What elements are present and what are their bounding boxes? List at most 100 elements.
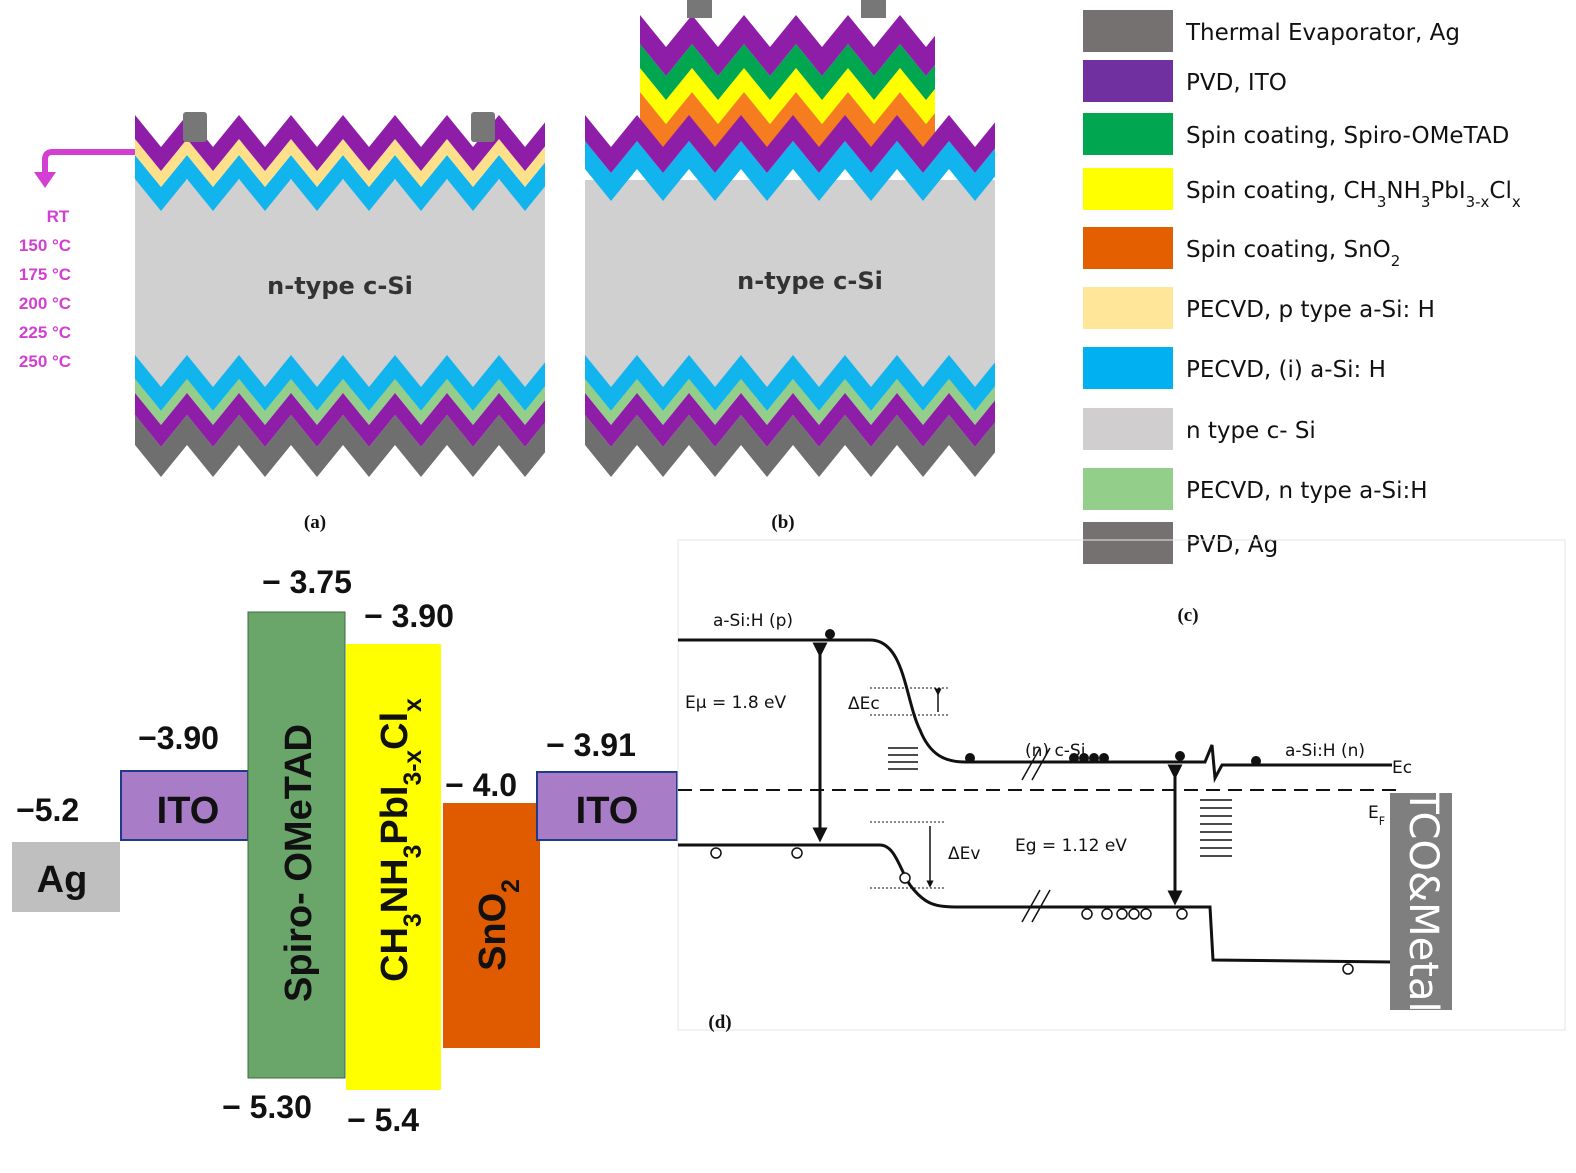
text-part: 3 xyxy=(400,913,427,927)
temperature: 250 °C xyxy=(19,352,71,371)
text-part: PECVD, (i) a-Si: H xyxy=(1186,357,1386,383)
block-label: CH3NH3PbI3-xClx xyxy=(374,698,427,982)
band-label: Ec xyxy=(1392,758,1412,778)
energy-label: − 3.75 xyxy=(262,564,352,600)
text-part: PVD, ITO xyxy=(1186,70,1287,96)
layer xyxy=(585,415,995,477)
text-part: 3-x xyxy=(400,750,427,786)
legend-label: PECVD, n type a-Si:H xyxy=(1186,478,1428,504)
text-part: Cl xyxy=(1489,178,1511,204)
legend-swatch xyxy=(1083,10,1173,52)
layer xyxy=(585,379,995,425)
conduction-band xyxy=(678,638,1392,784)
sno2-block xyxy=(443,803,540,1048)
text-part: SnO xyxy=(472,893,514,971)
energy-label: −5.2 xyxy=(16,792,79,828)
temperature: 225 °C xyxy=(19,323,71,342)
legend-label: Spin coating, Spiro-OMeTAD xyxy=(1186,123,1509,149)
text-part: x xyxy=(400,698,427,712)
axis-break xyxy=(1021,747,1051,923)
text-part: PVD, Ag xyxy=(1186,532,1278,558)
contact xyxy=(183,112,207,142)
legend-label: PECVD, p type a-Si: H xyxy=(1186,297,1435,323)
band-label: a-Si:H (n) xyxy=(1285,741,1365,761)
offset-guides xyxy=(870,687,950,889)
valence-band xyxy=(678,843,1393,964)
text-part: NH xyxy=(374,858,416,913)
temperature: RT xyxy=(47,207,70,226)
legend: Thermal Evaporator, Ag PVD, ITO Spin coati… xyxy=(1083,10,1521,564)
text-part: 3 xyxy=(1421,193,1431,211)
legend-label: PECVD, (i) a-Si: H xyxy=(1186,357,1386,383)
text-part: x xyxy=(1512,193,1521,211)
layer xyxy=(585,393,995,447)
temperature: 200 °C xyxy=(19,294,71,313)
text-part: CH xyxy=(374,927,416,982)
text-part: 3 xyxy=(400,845,427,859)
band-label: a-Si:H (p) xyxy=(713,611,793,631)
contact xyxy=(471,112,495,142)
text-part: Thermal Evaporator, Ag xyxy=(1185,20,1460,46)
energy-label: − 4.0 xyxy=(445,767,517,803)
legend-swatch xyxy=(1083,227,1173,269)
layer xyxy=(640,15,935,76)
trap-states xyxy=(888,747,1232,857)
energy-label: − 5.4 xyxy=(347,1102,419,1138)
text-part: F xyxy=(1379,815,1385,828)
ito-block xyxy=(120,770,249,841)
electrons xyxy=(825,629,1261,766)
legend-swatch xyxy=(1083,113,1173,155)
arrow xyxy=(42,149,135,175)
ito-block xyxy=(536,771,678,841)
text-part: ITO xyxy=(157,790,220,832)
text-part: Spin coating, CH xyxy=(1186,178,1377,204)
legend-swatch xyxy=(1083,168,1173,210)
legend-swatch xyxy=(1083,287,1173,329)
layer xyxy=(585,355,995,411)
legend-label: PVD, ITO xyxy=(1186,70,1287,96)
text-part: Cl xyxy=(374,712,416,750)
panel-label: (a) xyxy=(304,512,326,533)
panel-label: (d) xyxy=(708,1012,731,1033)
text-part: NH xyxy=(1386,178,1421,204)
band-label: ΔEc xyxy=(848,694,880,714)
text-part: ITO xyxy=(576,790,639,832)
layer xyxy=(585,141,995,201)
arrow-head xyxy=(34,172,56,188)
legend-swatch xyxy=(1083,468,1173,510)
text-part: Spin coating, SnO xyxy=(1186,237,1391,263)
layer xyxy=(135,415,545,477)
block-label: ITO xyxy=(157,790,220,832)
band-label: Eg = 1.12 eV xyxy=(1015,836,1127,856)
block-label: Spiro- OMeTAD xyxy=(278,724,320,1002)
legend-label: PVD, Ag xyxy=(1186,532,1278,558)
text-part: 3 xyxy=(1377,193,1387,211)
temperature: 175 °C xyxy=(19,265,71,284)
block-label: Ag xyxy=(37,859,88,901)
energy-label: −3.90 xyxy=(138,720,219,756)
block-label: ITO xyxy=(576,790,639,832)
contact-block xyxy=(1390,793,1452,1010)
panel-label: (c) xyxy=(1177,605,1198,626)
contact xyxy=(687,0,712,18)
band-label: (n) c-Si xyxy=(1025,741,1085,761)
text-part: PbI xyxy=(374,786,416,845)
text-part: 2 xyxy=(498,879,525,893)
offset-arrow xyxy=(930,692,938,884)
legend-swatch xyxy=(1083,408,1173,450)
ag-block xyxy=(12,842,120,912)
layer xyxy=(640,44,935,100)
contact-label: TCO&Metal xyxy=(1400,788,1446,1012)
legend-label: Spin coating, CH3NH3PbI3-xClx xyxy=(1186,178,1521,211)
legend-label: Thermal Evaporator, Ag xyxy=(1185,20,1460,46)
cell-layers xyxy=(135,0,995,477)
legend-swatch xyxy=(1083,347,1173,389)
block-label: SnO2 xyxy=(472,879,525,971)
band-label: EF xyxy=(1368,803,1385,828)
text-part: PECVD, n type a-Si:H xyxy=(1186,478,1428,504)
energy-label: − 3.91 xyxy=(546,727,636,763)
band-label: ΔEv xyxy=(948,844,980,864)
layer xyxy=(135,355,545,411)
